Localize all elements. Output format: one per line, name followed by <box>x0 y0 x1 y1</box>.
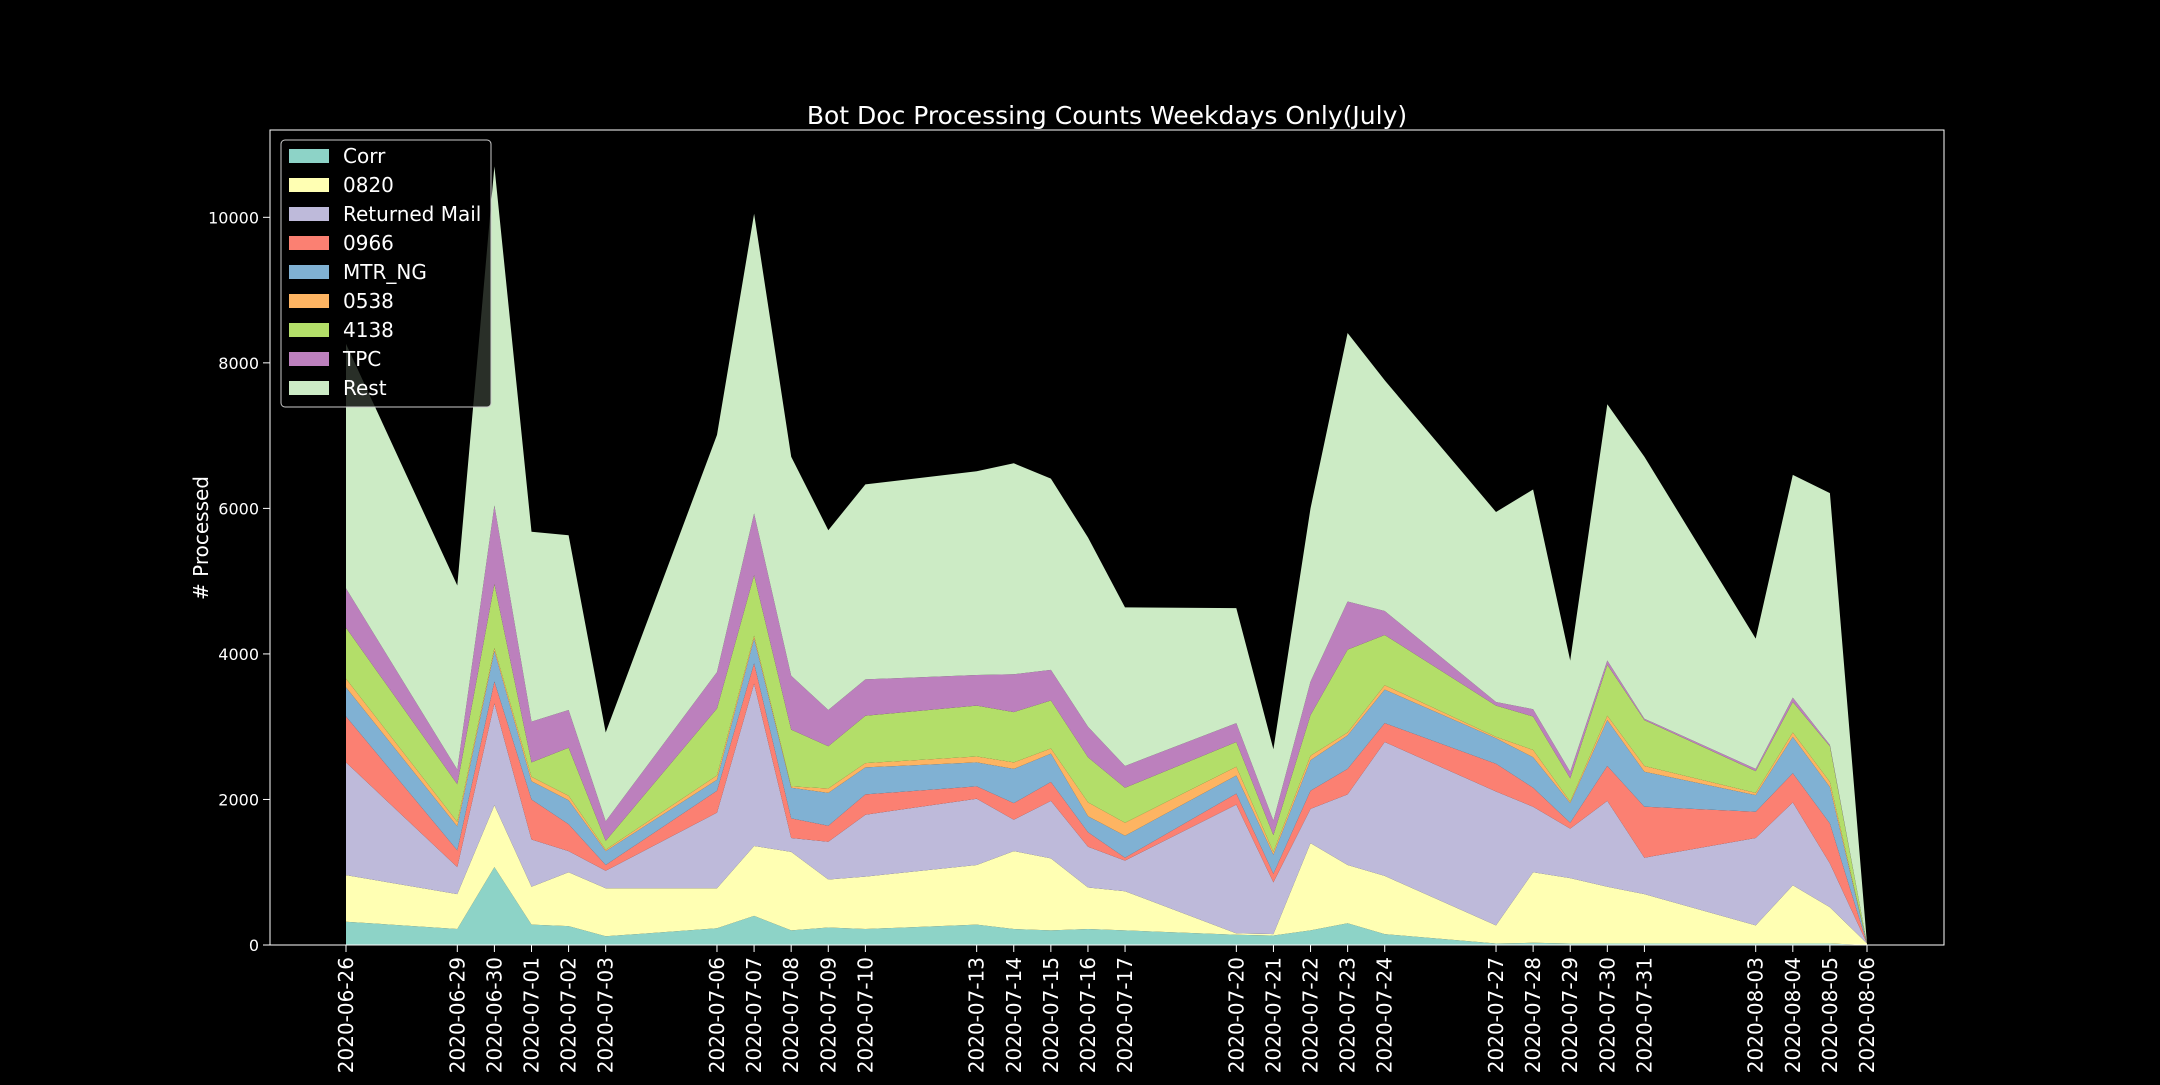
x-tick-label: 2020-07-17 <box>1113 957 1137 1073</box>
x-tick-label: 2020-07-31 <box>1632 957 1656 1073</box>
x-tick-label: 2020-07-08 <box>779 957 803 1073</box>
legend-swatch <box>289 381 329 395</box>
x-tick-label: 2020-08-06 <box>1855 957 1879 1073</box>
legend-swatch <box>289 352 329 366</box>
plot-frame <box>269 129 1945 946</box>
x-axis: 2020-06-26 2020-06-29 2020-06-30 2020-07-01… <box>334 945 1879 1073</box>
area-series-tpc <box>346 505 1867 944</box>
area-series-mtr-ng <box>346 638 1867 944</box>
area-series-corr <box>346 867 1867 945</box>
legend-swatch <box>289 178 329 192</box>
legend-label: 0820 <box>343 173 394 197</box>
x-tick-label: 2020-07-16 <box>1076 957 1100 1073</box>
x-tick-label: 2020-07-22 <box>1299 957 1323 1073</box>
x-tick-label: 2020-07-24 <box>1373 957 1397 1073</box>
legend-label: Returned Mail <box>343 202 481 226</box>
area-series-4138 <box>346 575 1867 944</box>
legend-swatch <box>289 265 329 279</box>
y-tick-label: 0 <box>249 936 259 955</box>
legend-label: Rest <box>343 376 387 400</box>
x-tick-label: 2020-07-27 <box>1484 957 1508 1073</box>
legend-label: TPC <box>342 347 381 371</box>
y-axis-label: # Processed <box>189 476 213 600</box>
chart-title: Bot Doc Processing Counts Weekdays Only(… <box>807 101 1407 130</box>
legend-label: 4138 <box>343 318 394 342</box>
x-tick-label: 2020-07-07 <box>742 957 766 1073</box>
legend-swatch <box>289 149 329 163</box>
y-axis: 0 2000 4000 6000 8000 10000 <box>208 208 270 955</box>
x-tick-label: 2020-07-13 <box>965 957 989 1073</box>
legend-swatch <box>289 323 329 337</box>
x-tick-label: 2020-07-03 <box>594 957 618 1073</box>
x-tick-label: 2020-07-01 <box>520 957 544 1073</box>
x-tick-label: 2020-07-28 <box>1521 957 1545 1073</box>
y-tick-label: 10000 <box>208 208 259 227</box>
x-tick-label: 2020-07-29 <box>1558 957 1582 1073</box>
area-series-0820 <box>346 805 1867 945</box>
legend-label: 0538 <box>343 289 394 313</box>
areas-layer <box>346 166 1867 945</box>
legend-label: MTR_NG <box>343 260 427 284</box>
legend: Corr 0820 Returned Mail 0966 MTR_NG 0538 4138 T… <box>280 139 492 408</box>
y-tick-label: 8000 <box>218 354 259 373</box>
x-tick-label: 2020-07-09 <box>816 957 840 1073</box>
x-tick-label: 2020-07-23 <box>1336 957 1360 1073</box>
x-tick-label: 2020-08-03 <box>1744 957 1768 1073</box>
x-tick-label: 2020-07-14 <box>1002 957 1026 1073</box>
x-tick-label: 2020-06-30 <box>482 957 506 1073</box>
y-tick-label: 4000 <box>218 645 259 664</box>
x-tick-label: 2020-07-30 <box>1595 957 1619 1073</box>
legend-swatch <box>289 207 329 221</box>
area-series-returned-mail <box>346 683 1867 944</box>
legend-swatch <box>289 236 329 250</box>
legend-frame <box>280 139 492 408</box>
legend-label: Corr <box>343 144 386 168</box>
x-tick-label: 2020-07-21 <box>1261 957 1285 1073</box>
area-series-rest <box>346 166 1867 944</box>
x-tick-label: 2020-07-10 <box>853 957 877 1073</box>
y-tick-label: 2000 <box>218 790 259 809</box>
x-tick-label: 2020-07-02 <box>557 957 581 1073</box>
y-tick-label: 6000 <box>218 499 259 518</box>
x-tick-label: 2020-06-29 <box>445 957 469 1073</box>
x-tick-label: 2020-08-05 <box>1818 957 1842 1073</box>
x-tick-label: 2020-06-26 <box>334 957 358 1073</box>
x-tick-label: 2020-07-06 <box>705 957 729 1073</box>
x-tick-label: 2020-07-20 <box>1224 957 1248 1073</box>
x-tick-label: 2020-08-04 <box>1781 957 1805 1073</box>
x-tick-label: 2020-07-15 <box>1039 957 1063 1073</box>
legend-label: 0966 <box>343 231 394 255</box>
legend-swatch <box>289 294 329 308</box>
